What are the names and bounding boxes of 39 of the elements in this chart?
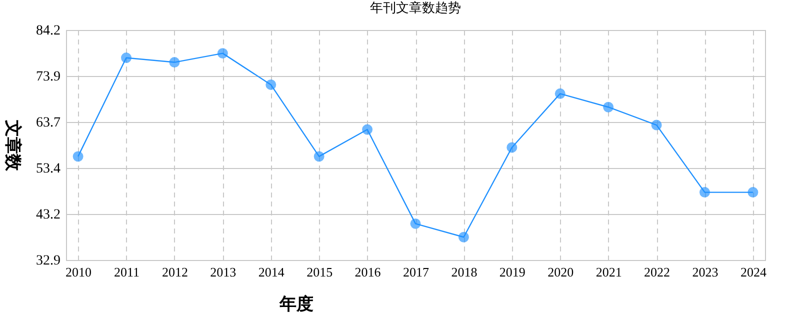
x-tick-label: 2018 [451, 264, 478, 280]
x-tick-label: 2023 [692, 264, 718, 280]
point [169, 57, 180, 68]
point [458, 232, 469, 242]
point [748, 187, 758, 198]
point [266, 79, 276, 90]
y-tick-label: 53.4 [36, 162, 60, 177]
y-tick-label: 43.2 [36, 207, 60, 222]
x-tick-label: 2021 [596, 264, 622, 280]
x-tick-label: 2017 [403, 264, 430, 280]
point [217, 48, 228, 59]
y-tick-label: 32.9 [36, 254, 60, 268]
point [699, 187, 710, 198]
y-tick-label: 84.2 [36, 24, 60, 38]
point [554, 88, 566, 99]
x-tick-label: 2020 [548, 264, 574, 280]
x-tick-label: 2010 [66, 264, 92, 280]
point [506, 142, 518, 153]
point [314, 151, 324, 162]
x-tick-label: 2015 [306, 264, 333, 280]
x-tick-label: 2012 [162, 264, 188, 280]
x-axis-title: 年度 [278, 294, 314, 314]
y-axis-title: 文章数 [2, 119, 22, 172]
point [121, 52, 132, 64]
x-tick-label: 2024 [740, 264, 767, 280]
x-tick-label: 2022 [644, 264, 670, 280]
x-tick-label: 2011 [114, 264, 140, 280]
y-tick-label: 73.9 [36, 70, 60, 85]
x-tick-label: 2016 [354, 264, 382, 280]
x-tick-label: 2014 [258, 264, 285, 280]
point [72, 151, 84, 162]
point [603, 102, 614, 112]
x-tick-label: 2019 [499, 264, 526, 280]
x-tick-label: 2013 [210, 264, 236, 280]
y-tick-label: 63.7 [36, 115, 60, 130]
point [410, 218, 421, 229]
point [362, 124, 373, 135]
chart-title: 年刊文章数趋势 [370, 1, 461, 16]
point [651, 120, 662, 130]
